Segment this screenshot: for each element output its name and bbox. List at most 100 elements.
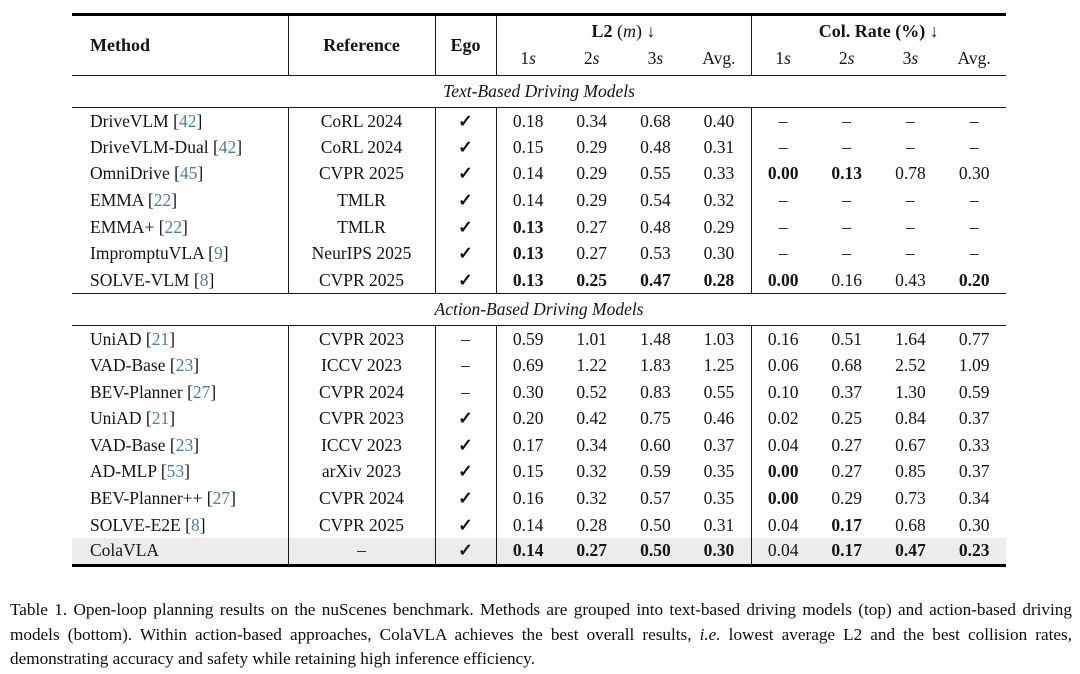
reference-cell: CoRL 2024 xyxy=(288,107,436,135)
caption-text: Table 1. Open-loop planning results on t… xyxy=(10,600,1072,644)
citation-link[interactable]: 9 xyxy=(213,243,223,264)
col-header-3s: 3s xyxy=(647,47,664,68)
col-rate-value: 0.47 xyxy=(878,538,943,565)
col-rate-value: – xyxy=(778,243,788,264)
reference-cell: – xyxy=(288,538,436,565)
citation-link[interactable]: 22 xyxy=(164,216,183,237)
seconds-unit: s xyxy=(911,47,919,68)
col-rate-value: – xyxy=(969,136,979,157)
col-rate-value: – xyxy=(842,190,852,211)
l2-value: 0.68 xyxy=(640,110,671,131)
col-rate-value: 0.33 xyxy=(958,434,990,455)
l2-value: 0.32 xyxy=(576,488,607,509)
l2-value: 0.50 xyxy=(623,538,688,565)
l2-value: 0.50 xyxy=(640,514,671,535)
col-rate-value: 0.06 xyxy=(767,355,799,376)
l2-value: 0.42 xyxy=(576,408,607,429)
col-rate-value: 0.23 xyxy=(942,538,1007,565)
l2-value: 0.25 xyxy=(576,269,607,290)
l2-value: 1.22 xyxy=(576,355,607,376)
table-row: BEV-Planner++ [27] CVPR 2024 ✓ 0.16 0.32 0.57… xyxy=(72,485,1006,512)
l2-value: 0.35 xyxy=(687,485,752,512)
reference-cell: CVPR 2023 xyxy=(288,405,436,433)
citation-link[interactable]: 22 xyxy=(153,190,172,211)
table-row: SOLVE-E2E [8] CVPR 2025 ✓ 0.14 0.28 0.50 0.31 0… xyxy=(72,511,1006,539)
col-rate-value: 0.37 xyxy=(958,461,990,482)
citation-link[interactable]: 27 xyxy=(192,381,211,402)
col-rate-value: 0.17 xyxy=(831,514,862,535)
table-body: Text-Based Driving Models DriveVLM [42] Co… xyxy=(72,75,1007,565)
citation-link[interactable]: 42 xyxy=(218,136,237,157)
l2-value: 1.83 xyxy=(640,355,671,376)
citation-link[interactable]: 23 xyxy=(175,434,194,455)
col-group-l2: L2 (m) ↓ xyxy=(496,14,752,47)
col-rate-value: – xyxy=(906,190,915,211)
citation-link[interactable]: 21 xyxy=(151,328,170,349)
table-row: AD-MLP [53] arXiv 2023 ✓ 0.15 0.32 0.59 0.35 0.… xyxy=(72,458,1006,486)
table-row: OmniDrive [45] CVPR 2025 ✓ 0.14 0.29 0.55 0.33… xyxy=(72,160,1006,188)
l2-value: 0.16 xyxy=(512,488,544,509)
col-rate-value: – xyxy=(906,216,915,237)
l2-label: L2 xyxy=(591,20,613,41)
reference-cell: ICCV 2023 xyxy=(288,432,436,459)
col-rate-value: 0.27 xyxy=(831,434,862,455)
citation-link[interactable]: 27 xyxy=(212,488,231,509)
col-rate-value: 0.13 xyxy=(831,163,862,184)
citation-link[interactable]: 21 xyxy=(151,408,170,429)
col-rate-value: 0.37 xyxy=(958,408,990,429)
section-title-text-based: Text-Based Driving Models xyxy=(72,75,1007,108)
ego-check-icon: ✓ xyxy=(435,405,497,433)
citation-link[interactable]: 8 xyxy=(190,514,200,535)
section-header-row: Text-Based Driving Models xyxy=(72,75,1007,108)
col-group-col-rate: Col. Rate (%) ↓ xyxy=(751,15,1006,47)
citation-link[interactable]: 53 xyxy=(166,461,185,482)
l2-value: 0.18 xyxy=(512,110,544,131)
citation-link[interactable]: 45 xyxy=(179,163,198,184)
col-rate-value: 1.64 xyxy=(895,328,926,349)
seconds-unit: s xyxy=(529,47,536,68)
l2-value: 0.27 xyxy=(576,243,607,264)
seconds-unit: s xyxy=(656,47,664,68)
table-row: ColaVLA – ✓ 0.14 0.27 0.50 0.30 0.04 0.17 0.47 0.2… xyxy=(72,538,1007,565)
l2-value: 0.75 xyxy=(640,408,671,429)
method-cell: SOLVE-E2E [8] xyxy=(72,511,289,539)
citation-link[interactable]: 8 xyxy=(199,269,209,290)
reference-cell: CVPR 2025 xyxy=(288,511,436,539)
l2-value: 0.31 xyxy=(687,511,752,539)
table-row: ImpromptuVLA [9] NeurIPS 2025 ✓ 0.13 0.27 0.5… xyxy=(72,240,1006,268)
col-rate-value: 0.68 xyxy=(895,514,926,535)
col-rate-value: 0.00 xyxy=(767,488,799,509)
ego-check-icon: ✓ xyxy=(435,107,497,135)
citation-link[interactable]: 42 xyxy=(178,110,197,131)
l2-value: 0.15 xyxy=(512,136,544,157)
section-header-row: Action-Based Driving Models xyxy=(72,293,1007,327)
col-rate-value: 0.04 xyxy=(751,538,815,565)
ego-check-icon: ✓ xyxy=(435,187,497,214)
col-rate-value: – xyxy=(778,190,788,211)
method-cell: UniAD [21] xyxy=(72,325,289,353)
l2-value: 0.37 xyxy=(687,432,752,459)
table-row: UniAD [21] CVPR 2023–0.59 1.01 1.48 1.03 0.16… xyxy=(72,325,1006,353)
l2-value: 0.13 xyxy=(512,269,544,290)
col-rate-value: 0.04 xyxy=(767,434,799,455)
l2-value: 0.27 xyxy=(576,216,607,237)
table-row: VAD-Base [23] ICCV 2023 ✓ 0.17 0.34 0.60 0.37 0… xyxy=(72,432,1006,459)
col-rate-value: – xyxy=(778,216,788,237)
l2-value: 0.34 xyxy=(576,110,607,131)
col-rate-value: 0.67 xyxy=(895,434,926,455)
citation-link[interactable]: 23 xyxy=(175,355,194,376)
col-rate-value: – xyxy=(842,110,852,131)
l2-value: 0.69 xyxy=(512,355,544,376)
table-row: DriveVLM-Dual [42] CoRL 2024 ✓ 0.15 0.29 0.48… xyxy=(72,134,1006,161)
col-rate-value: 0.25 xyxy=(831,408,862,429)
col-rate-value: 0.34 xyxy=(958,488,990,509)
col-rate-value: 0.16 xyxy=(831,269,862,290)
col-header-1s: 1s xyxy=(520,47,536,68)
col-rate-value: 0.02 xyxy=(767,408,799,429)
col-header-avg: Avg. xyxy=(957,47,991,68)
col-rate-value: 1.30 xyxy=(895,381,926,402)
l2-value: 0.46 xyxy=(687,405,752,433)
col-rate-value: 0.73 xyxy=(895,488,926,509)
l2-value: 0.30 xyxy=(687,240,752,268)
l2-value: 0.29 xyxy=(576,136,607,157)
